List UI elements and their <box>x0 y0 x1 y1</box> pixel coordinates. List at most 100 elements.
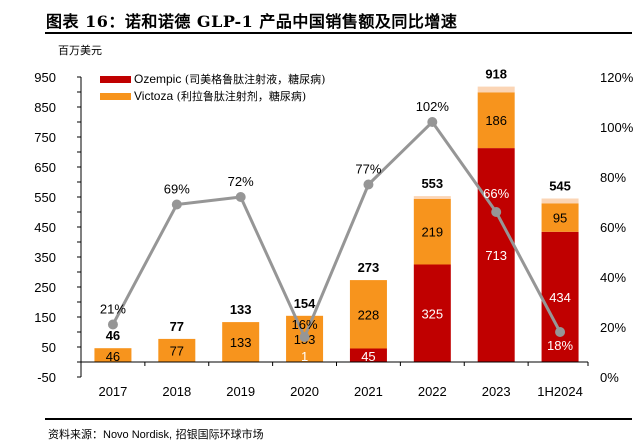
growth-label: 66% <box>483 186 509 201</box>
y-tick-label-left: 250 <box>34 280 56 295</box>
bar-ozempic <box>477 148 515 362</box>
bar-victoza <box>349 280 387 349</box>
growth-label: 72% <box>228 174 254 189</box>
y-tick-label-left: 850 <box>34 100 56 115</box>
bar-labels-layer: 4646777713313311531544522827332521955371… <box>106 67 571 364</box>
growth-marker <box>491 207 502 217</box>
bar-victoza-label: 77 <box>170 343 184 358</box>
y-tick-label-right: 0% <box>600 370 619 385</box>
bar-ozempic-label: 713 <box>485 248 507 263</box>
growth-line-layer <box>107 117 566 342</box>
y-tick-label-left: 750 <box>34 130 56 145</box>
x-tick-label: 2019 <box>226 384 255 399</box>
source-label: 资料来源： <box>48 428 103 441</box>
y-tick-label-right: 20% <box>600 320 626 335</box>
bar-victoza-label: 228 <box>358 307 380 322</box>
bar-total-label: 154 <box>294 296 316 311</box>
legend-swatch-ozempic <box>100 76 131 83</box>
y-tick-label-right: 40% <box>600 270 626 285</box>
x-tick-label: 2017 <box>98 384 127 399</box>
unit-label: 百万美元 <box>58 44 102 57</box>
bar-total-label: 553 <box>421 176 443 191</box>
growth-marker <box>107 319 118 330</box>
growth-marker <box>427 117 438 127</box>
bar-victoza-label: 186 <box>485 113 507 128</box>
growth-label: 21% <box>100 302 126 317</box>
legend-label-ozempic-cn: (司美格鲁肽注射液，糖尿病) <box>181 73 326 86</box>
growth-label: 16% <box>292 317 318 332</box>
y-tick-label-right: 100% <box>600 120 634 135</box>
y-tick-label-right: 120% <box>600 70 634 85</box>
growth-marker <box>363 179 374 190</box>
growth-labels-layer: 21% 69% 72% 16% 77% 102% 66% 18% <box>100 99 574 353</box>
legend-label-victoza: Victoza <box>134 89 174 103</box>
bar-total-label: 133 <box>230 302 252 317</box>
growth-marker <box>555 327 566 337</box>
bar-victoza-label: 133 <box>230 335 252 350</box>
growth-marker <box>171 199 182 210</box>
bar-total-label: 46 <box>106 328 120 343</box>
legend-label-ozempic: Ozempic <box>134 72 182 86</box>
growth-marker <box>299 332 310 342</box>
x-tick-label: 2022 <box>418 384 447 399</box>
bar-total-label: 918 <box>485 67 507 82</box>
y-tick-label-left: 950 <box>34 70 56 85</box>
legend-item-victoza: Victoza (利拉鲁肽注射剂，糖尿病) <box>100 88 369 105</box>
bar-other <box>477 86 515 93</box>
bar-total-label: 273 <box>358 260 380 275</box>
bar-victoza <box>222 322 260 362</box>
y-tick-label-right: 60% <box>600 220 626 235</box>
growth-line <box>111 119 562 341</box>
bar-victoza-label: 219 <box>421 225 443 240</box>
bar-victoza <box>158 338 196 362</box>
growth-label: 69% <box>164 182 190 197</box>
legend-item-ozempic: Ozempic (司美格鲁肽注射液，糖尿病) <box>100 71 369 88</box>
bar-ozempic <box>413 264 451 362</box>
bar-victoza <box>477 92 515 149</box>
legend-label-victoza-cn: (利拉鲁肽注射剂，糖尿病) <box>173 90 307 103</box>
footer-rule <box>45 418 632 420</box>
bar-victoza <box>94 348 132 362</box>
bar-victoza-label: 95 <box>553 211 567 226</box>
y-tick-label-left: 550 <box>34 190 56 205</box>
bar-other <box>541 198 579 204</box>
source-en: Novo Nordisk, <box>103 429 173 441</box>
source-note: 资料来源：Novo Nordisk, 招银国际环球市场 <box>48 426 264 442</box>
bar-ozempic <box>541 231 579 362</box>
y-tick-label-left: 450 <box>34 220 56 235</box>
bar-victoza <box>413 198 451 265</box>
growth-marker <box>235 192 246 202</box>
x-tick-label: 2023 <box>482 384 511 399</box>
bars-layer <box>94 86 579 363</box>
bar-ozempic-label: 434 <box>549 290 571 305</box>
legend-swatch-victoza <box>100 93 131 100</box>
axes-layer: 2017 2018 2019 2020 2021 2022 2023 1H2024 -50 50 1… <box>34 70 633 399</box>
title-rule <box>45 32 632 34</box>
x-tick-label: 1H2024 <box>537 384 583 399</box>
y-tick-label-left: 350 <box>34 250 56 265</box>
growth-label: 77% <box>355 162 381 177</box>
growth-label: 102% <box>416 99 450 114</box>
bar-ozempic-label: 325 <box>421 306 443 321</box>
bar-other <box>413 196 451 199</box>
bar-total-label: 77 <box>170 319 184 334</box>
source-cn: 招银国际环球市场 <box>172 428 264 441</box>
legend: Ozempic (司美格鲁肽注射液，糖尿病) Victoza (利拉鲁肽注射剂，… <box>100 71 369 105</box>
bar-ozempic-label: 45 <box>361 349 375 364</box>
bar-ozempic <box>349 348 387 362</box>
x-tick-label: 2018 <box>162 384 191 399</box>
bar-total-label: 545 <box>549 179 571 194</box>
y-tick-label-right: 80% <box>600 170 626 185</box>
y-tick-label-left: -50 <box>37 370 56 385</box>
growth-label: 18% <box>547 338 573 353</box>
y-tick-label-left: 650 <box>34 160 56 175</box>
x-tick-label: 2021 <box>354 384 383 399</box>
x-tick-label: 2020 <box>290 384 319 399</box>
y-tick-label-left: 50 <box>42 340 56 355</box>
bar-victoza <box>541 203 579 232</box>
bar-ozempic-label: 1 <box>301 349 308 364</box>
chart-title: 图表 16：诺和诺德 GLP-1 产品中国销售额及同比增速 <box>46 12 458 31</box>
y-tick-label-left: 150 <box>34 310 56 325</box>
bar-victoza-label: 46 <box>106 349 120 364</box>
